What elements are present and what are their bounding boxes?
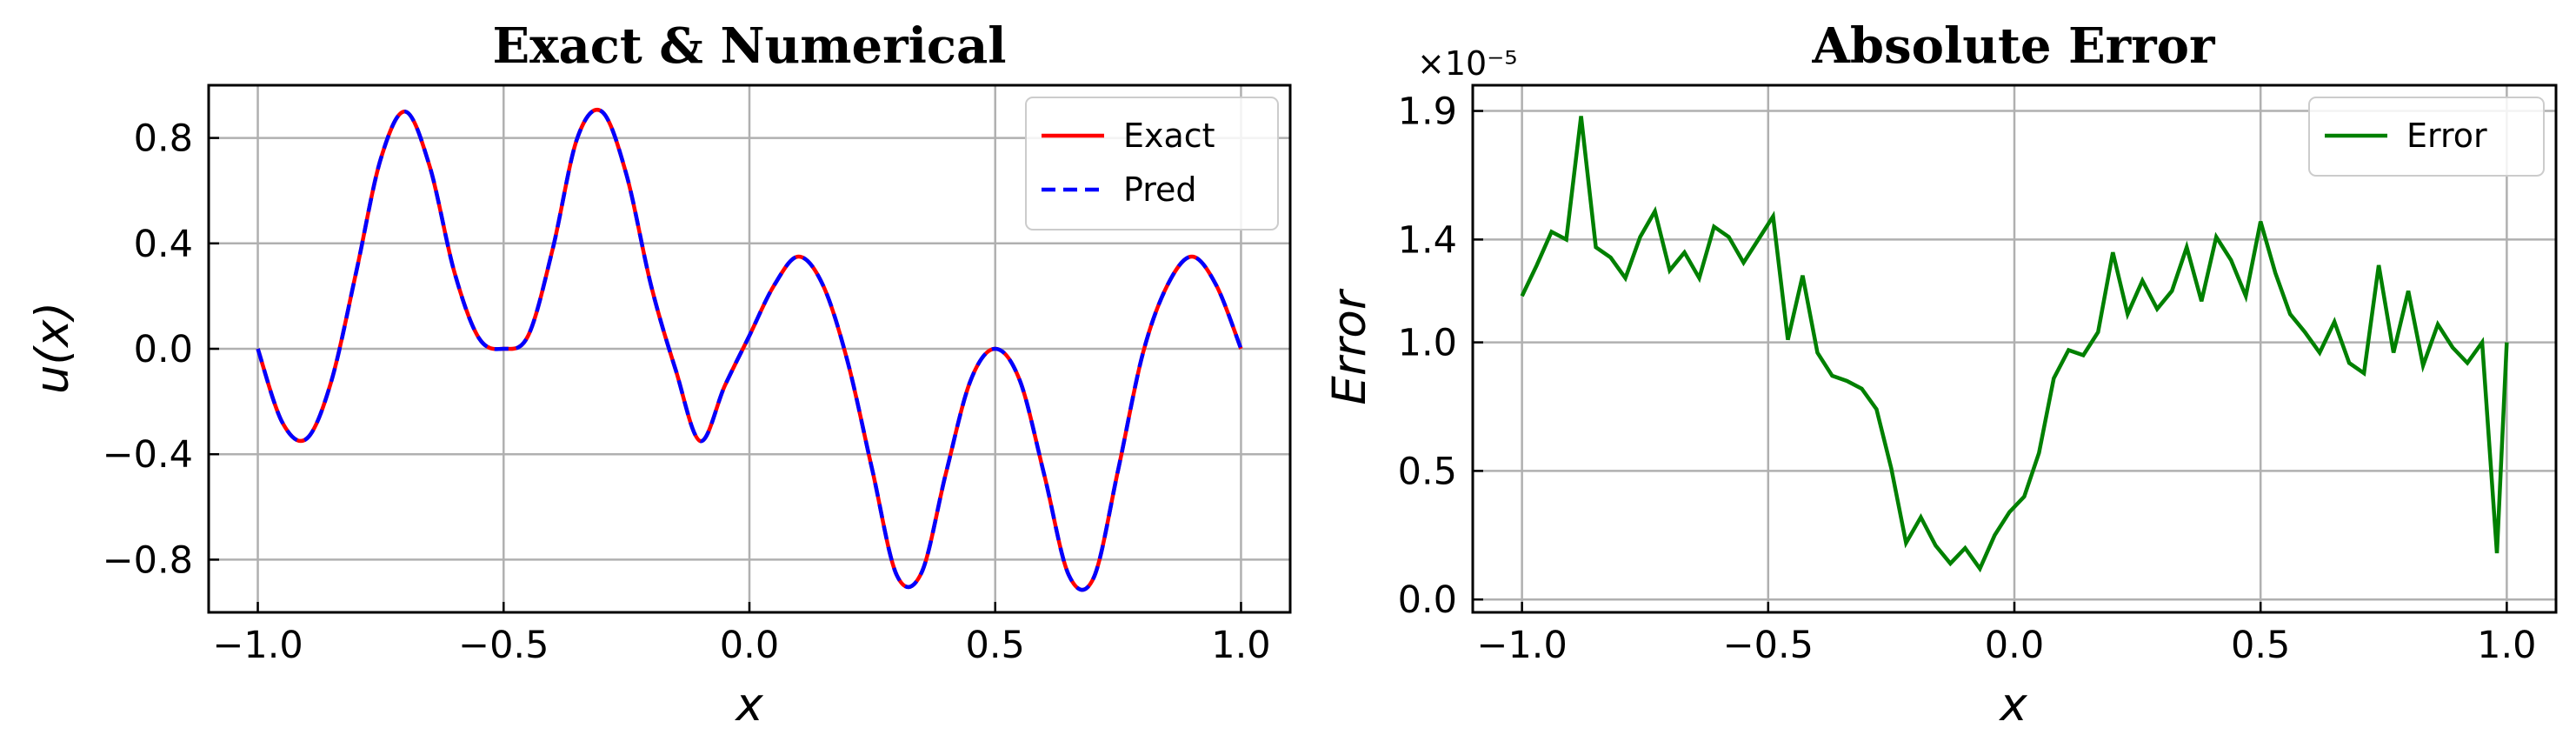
legend-label: Error [2406,117,2487,155]
y-tick-label: −0.4 [103,433,193,477]
chart-title: Absolute Error [1811,17,2216,75]
y-tick-label: 0.4 [134,223,193,266]
series-group [256,108,1243,592]
plot-frame [207,84,1292,614]
legend-box [1025,97,1279,231]
plot-frame [1471,84,2558,614]
y-offset-label: ×10⁻⁵ [1417,44,1517,83]
series-group [1520,116,2509,573]
x-tick-label: 0.5 [966,624,1025,667]
y-tick-label: 1.4 [1398,218,1457,262]
legend-label: Exact [1123,117,1215,155]
x-tick-label: 1.0 [2477,624,2536,667]
tick-group: −1.0 −0.5 0.0 0.5 1.0 1.9 1.4 1.0 0.5 0.0 [1398,90,2537,667]
x-tick-label: 0.5 [2231,624,2290,667]
legend: Error [2308,97,2545,177]
x-tick-label: −0.5 [1723,624,1814,667]
x-tick-label: −1.0 [1476,624,1567,667]
y-tick-label: 1.9 [1398,90,1457,134]
tick-group: −1.0 −0.5 0.0 0.5 1.0 0.8 0.4 0.0 −0.4 −0.8 [103,117,1271,667]
y-tick-label: 1.0 [1398,322,1457,365]
legend-label: Pred [1123,170,1197,209]
x-tick-label: 0.0 [720,624,779,667]
y-tick-label: −0.8 [103,538,193,582]
x-tick-label: 1.0 [1211,624,1270,667]
exact-numerical-chart: Exact & Numerical −1.0 −0.5 0.0 0.5 1.0 0.8 0.… [26,17,1292,732]
y-axis-label: u(x) [26,302,79,394]
series-line-pred [256,108,1243,592]
y-axis-label: Error [1323,288,1376,404]
y-tick-label: 0.8 [134,117,193,161]
x-axis-label: x [1998,678,2027,732]
legend-box [2308,97,2545,177]
x-tick-label: 0.0 [1985,624,2044,667]
y-tick-label: 0.0 [1398,578,1457,622]
chart-title: Exact & Numerical [492,17,1006,75]
y-tick-label: 0.5 [1398,450,1457,493]
x-axis-label: x [734,678,763,732]
absolute-error-chart: Absolute Error −1.0 −0.5 0.0 0.5 1.0 1.9 1.4 1.… [1323,17,2558,732]
y-tick-label: 0.0 [134,328,193,371]
series-line-error [1520,116,2509,573]
x-tick-label: −0.5 [458,624,549,667]
legend: Exact Pred [1025,97,1279,231]
x-tick-label: −1.0 [212,624,303,667]
